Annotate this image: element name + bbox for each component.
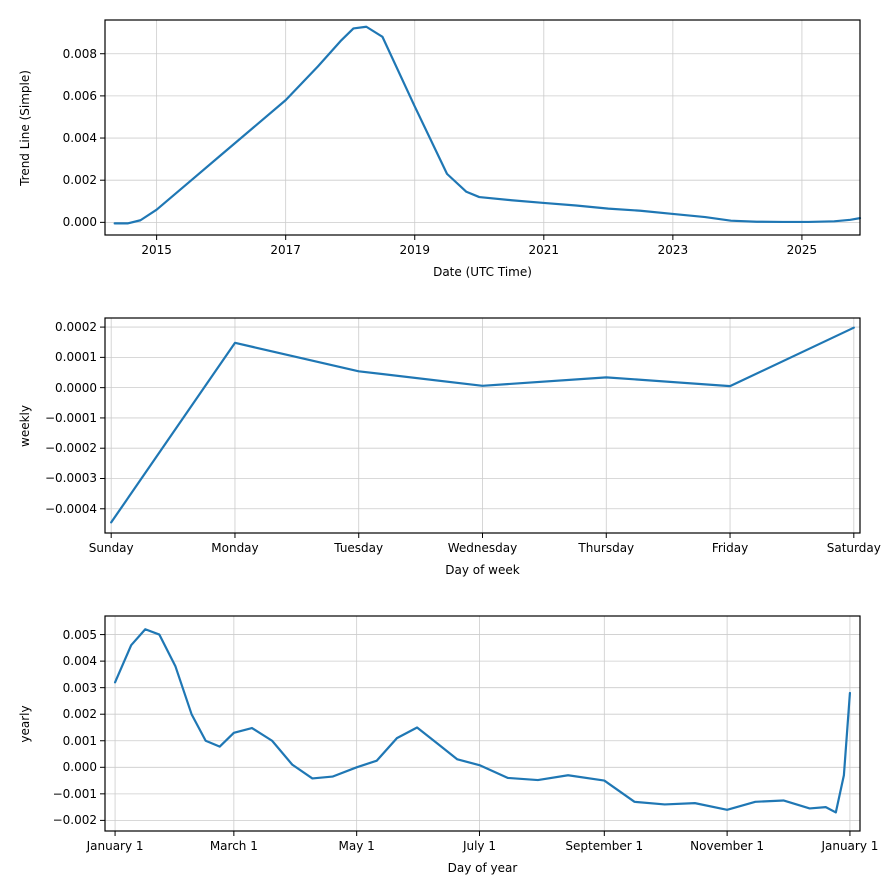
figure: 2015 2017 2019 2021 2023 2025 0.000 0.002 0.004 0… [0, 0, 887, 890]
ytick-label: 0.001 [63, 734, 97, 748]
ytick-label: 0.002 [63, 173, 97, 187]
ytick-label: 0.003 [63, 681, 97, 695]
ytick-label: 0.0001 [55, 350, 97, 364]
chart-yearly [105, 616, 860, 831]
chart-trend [105, 20, 860, 235]
xtick-label: 2017 [270, 243, 301, 257]
ytick-label: −0.0002 [45, 441, 97, 455]
ytick-label: −0.0003 [45, 471, 97, 485]
ytick-label: −0.001 [53, 787, 97, 801]
xtick-label: January 1 [87, 839, 144, 853]
ytick-label: 0.0000 [55, 381, 97, 395]
xtick-label: Saturday [827, 541, 881, 555]
xtick-label: Friday [712, 541, 748, 555]
ytick-label: 0.004 [63, 654, 97, 668]
xtick-label: 2019 [399, 243, 430, 257]
xtick-label: March 1 [210, 839, 258, 853]
chart-weekly [105, 318, 860, 533]
ytick-label: 0.0002 [55, 320, 97, 334]
ytick-label: −0.0004 [45, 502, 97, 516]
xtick-label: Wednesday [448, 541, 517, 555]
ytick-label: 0.000 [63, 760, 97, 774]
xtick-label: May 1 [339, 839, 375, 853]
xtick-label: 2025 [787, 243, 818, 257]
xtick-label: 2015 [141, 243, 172, 257]
xtick-label: January 1 [821, 839, 878, 853]
xlabel: Day of week [445, 563, 519, 577]
ytick-label: 0.002 [63, 707, 97, 721]
xlabel: Day of year [448, 861, 518, 875]
ytick-label: −0.002 [53, 813, 97, 827]
xtick-label: November 1 [690, 839, 764, 853]
xtick-label: July 1 [463, 839, 496, 853]
ytick-label: 0.006 [63, 89, 97, 103]
ylabel: weekly [18, 405, 32, 447]
ytick-label: 0.008 [63, 47, 97, 61]
xtick-label: Sunday [89, 541, 134, 555]
xtick-label: Thursday [578, 541, 634, 555]
ytick-label: 0.000 [63, 215, 97, 229]
ytick-label: −0.0001 [45, 411, 97, 425]
ytick-label: 0.005 [63, 628, 97, 642]
xlabel: Date (UTC Time) [433, 265, 532, 279]
xtick-label: September 1 [565, 839, 643, 853]
ytick-label: 0.004 [63, 131, 97, 145]
ylabel: yearly [18, 705, 32, 742]
xtick-label: 2023 [658, 243, 689, 257]
xtick-label: Monday [211, 541, 258, 555]
xtick-label: 2021 [529, 243, 560, 257]
ylabel: Trend Line (Simple) [18, 70, 32, 186]
xtick-label: Tuesday [334, 541, 383, 555]
